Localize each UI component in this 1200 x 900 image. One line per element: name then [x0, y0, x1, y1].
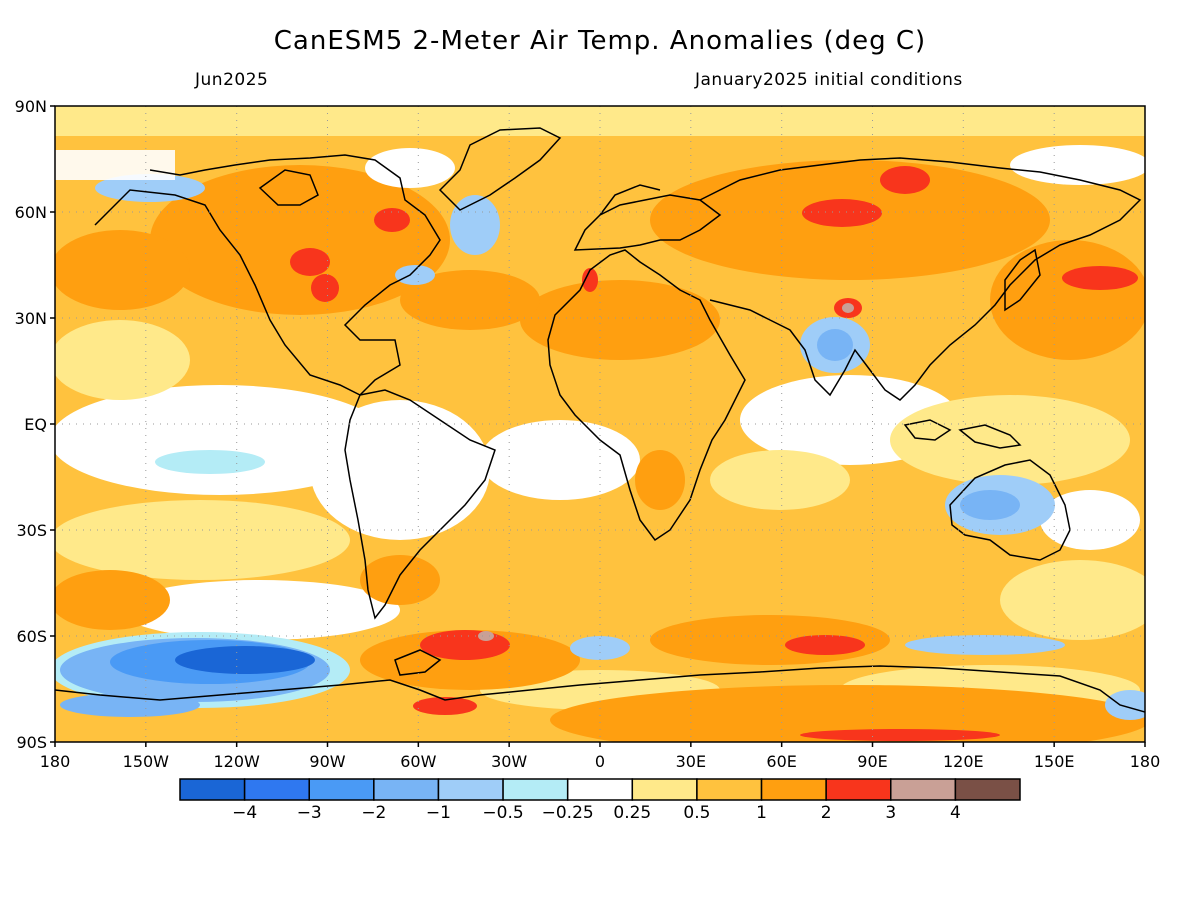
colorbar-swatch [437, 778, 504, 801]
colorbar-label: 2 [821, 803, 832, 823]
colorbar-label: 1 [756, 803, 767, 823]
latitude-axis: 90N 60N 30N EQ 30S 60S 90S [15, 97, 55, 752]
colorbar-label: −4 [232, 803, 257, 823]
map-title: CanESM5 2-Meter Air Temp. Anomalies (deg… [273, 26, 927, 56]
longitude-axis: 180 150W 120W 90W 60W 30W 0 30E 60E 90E 120E 150E 18… [40, 742, 1161, 771]
lon-tick-label: 30W [491, 752, 527, 771]
colorbar-label: 0.25 [613, 803, 651, 823]
lon-tick-label: 90E [857, 752, 887, 771]
lon-tick-label: 150W [123, 752, 170, 771]
forecast-month: Jun2025 [195, 70, 269, 90]
lon-tick-label: 60E [766, 752, 796, 771]
lon-tick-label: 150E [1034, 752, 1075, 771]
lat-tick-label: 90S [16, 733, 47, 752]
colorbar-label: −3 [297, 803, 322, 823]
colorbar-swatch [373, 778, 440, 801]
lon-tick-label: 180 [40, 752, 71, 771]
colorbar-swatch [502, 778, 569, 801]
colorbar-swatch [179, 778, 246, 801]
colorbar-swatch [631, 778, 698, 801]
lon-tick-label: 0 [595, 752, 605, 771]
lon-tick-label: 120E [943, 752, 984, 771]
colorbar-swatch [890, 778, 957, 801]
lat-tick-label: 60S [16, 627, 47, 646]
lat-tick-label: 60N [15, 203, 47, 222]
lat-tick-label: 90N [15, 97, 47, 116]
lon-tick-label: 60W [400, 752, 436, 771]
colorbar-label: 3 [885, 803, 896, 823]
lat-tick-label: EQ [24, 415, 47, 434]
colorbar-label: −0.5 [482, 803, 523, 823]
colorbar-swatch [566, 778, 634, 801]
lon-tick-label: 90W [309, 752, 345, 771]
colorbar-label: 0.5 [683, 803, 710, 823]
graticule [55, 106, 1145, 742]
colorbar-label: −2 [361, 803, 386, 823]
initial-conditions-label: January2025 initial conditions [695, 70, 963, 90]
colorbar-swatch [308, 778, 375, 801]
lon-tick-label: 30E [676, 752, 706, 771]
lat-tick-label: 30S [16, 521, 47, 540]
colorbar-swatch [696, 778, 763, 801]
colorbar-label: −1 [426, 803, 451, 823]
anomaly-field [55, 106, 1145, 742]
lat-tick-label: 30N [15, 309, 47, 328]
lon-tick-label: 180 [1130, 752, 1161, 771]
coastlines [55, 127, 1145, 713]
colorbar-label: 4 [950, 803, 961, 823]
colorbar-label: −0.25 [542, 803, 594, 823]
colorbar-swatch [825, 778, 892, 801]
colorbar: −4 −3 −2 −1 −0.5 −0.25 0.25 0.5 1 2 3 4 [179, 778, 1021, 823]
colorbar-swatch [954, 778, 1021, 801]
colorbar-swatch [760, 778, 827, 801]
colorbar-swatch [243, 778, 310, 801]
lon-tick-label: 120W [213, 752, 260, 771]
